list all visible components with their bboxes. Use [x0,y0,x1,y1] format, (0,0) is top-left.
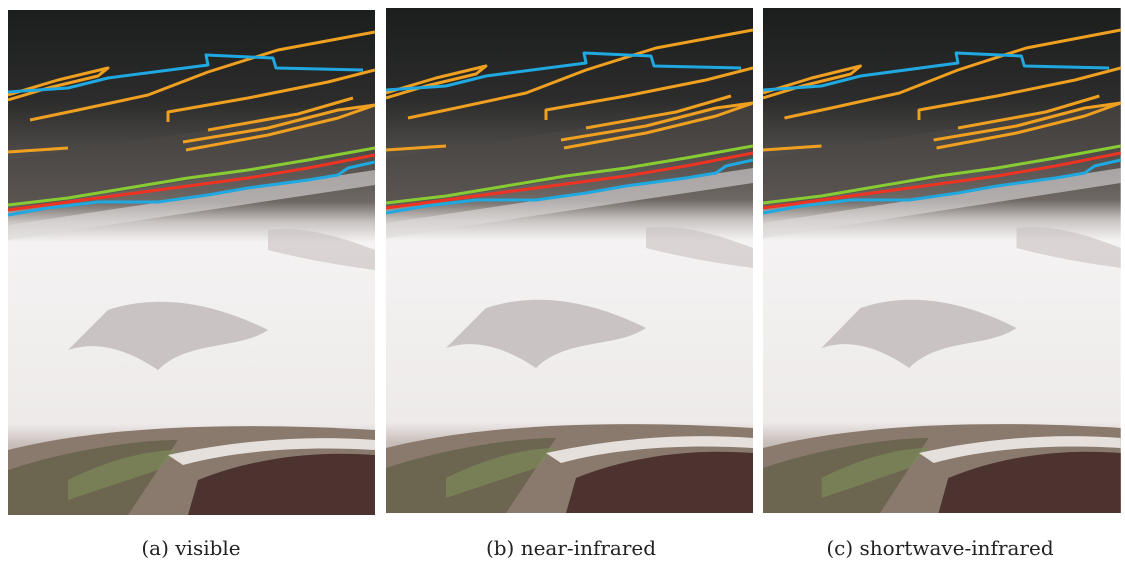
caption: (b) near-infrared [485,536,657,560]
caption: (a) visible [141,536,241,560]
caption: (c) shortwave-infrared [826,536,1054,560]
